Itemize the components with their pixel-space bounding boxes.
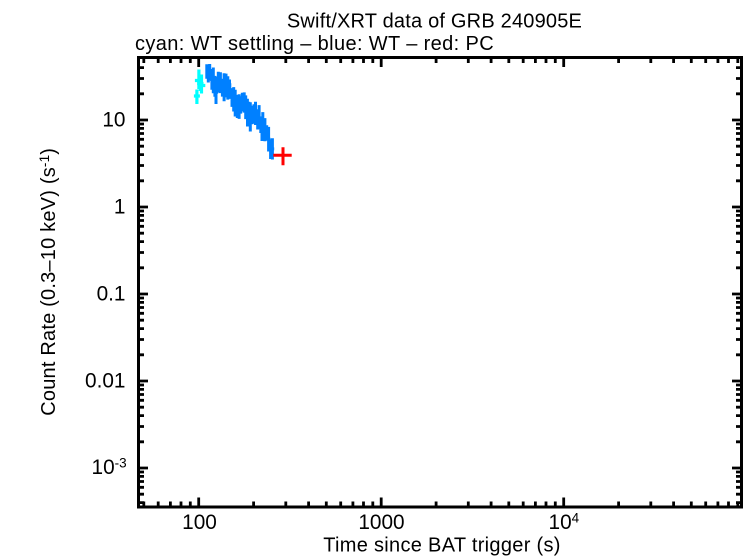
svg-text:0.1: 0.1 [97,283,126,306]
svg-text:1: 1 [114,196,126,219]
svg-text:0.01: 0.01 [85,370,125,393]
svg-text:cyan: WT settling – blue: WT –: cyan: WT settling – blue: WT – red: PC [135,33,494,55]
svg-text:10: 10 [102,109,125,132]
svg-text:Count Rate (0.3–10 keV) (s-1): Count Rate (0.3–10 keV) (s-1) [37,148,60,416]
svg-text:Time since BAT trigger (s): Time since BAT trigger (s) [323,535,560,557]
svg-text:100: 100 [182,511,217,534]
svg-text:Swift/XRT data of GRB 240905E: Swift/XRT data of GRB 240905E [287,11,582,33]
svg-text:1000: 1000 [358,511,404,534]
